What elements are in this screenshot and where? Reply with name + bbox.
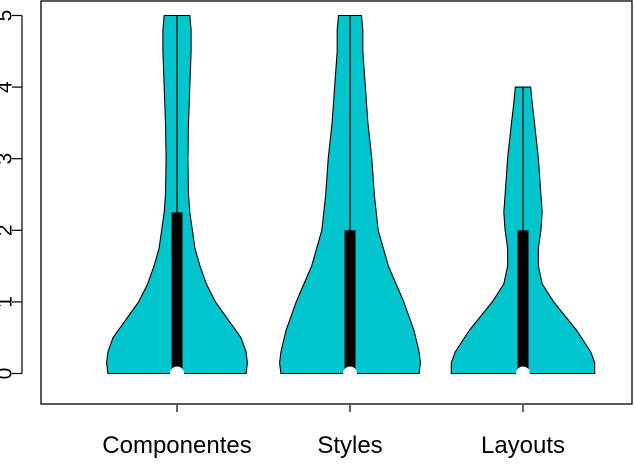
violin-iqr-box <box>171 212 183 374</box>
y-tick-label: 0 <box>0 368 17 380</box>
x-tick-label: Componentes <box>102 432 251 459</box>
plot-frame <box>40 0 633 405</box>
violins <box>106 14 596 381</box>
violin-iqr-box <box>344 230 356 374</box>
y-axis: 0 1 2 3 4 5 <box>0 10 23 380</box>
violin-median-point <box>516 366 530 381</box>
violin-layouts <box>450 86 596 381</box>
x-tick-label: Layouts <box>481 432 565 459</box>
x-tick-label: Styles <box>317 432 382 459</box>
violin-iqr-box <box>517 230 529 374</box>
violin-componentes <box>106 14 248 381</box>
y-tick-label: 5 <box>0 10 17 22</box>
y-tick-label: 4 <box>0 81 17 93</box>
y-tick-label: 3 <box>0 153 17 165</box>
violin-styles <box>279 14 421 381</box>
violin-median-point <box>170 366 184 381</box>
x-axis: Componentes Styles Layouts <box>102 405 565 459</box>
y-tick-label: 2 <box>0 224 17 236</box>
y-tick-label: 1 <box>0 296 17 308</box>
violin-median-point <box>343 366 357 381</box>
